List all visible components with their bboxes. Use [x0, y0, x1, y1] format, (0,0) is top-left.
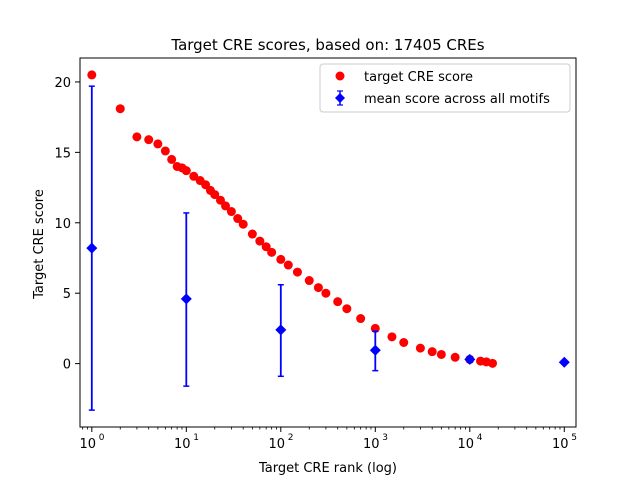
target-cre-score-point — [167, 154, 177, 164]
x-tick-label: 10 — [458, 437, 475, 452]
target-cre-score-point — [450, 352, 460, 362]
y-tick-label: 20 — [54, 76, 71, 91]
target-cre-score-point — [87, 70, 97, 80]
target-cre-score-point — [427, 347, 437, 357]
target-cre-score-point — [321, 288, 331, 298]
target-cre-score-point — [333, 297, 343, 307]
target-cre-score-point — [132, 132, 142, 142]
y-tick-label: 10 — [54, 217, 71, 232]
legend-marker-target-cre-score — [335, 71, 345, 81]
target-cre-score-point — [210, 190, 220, 200]
y-axis-label: Target CRE score — [32, 189, 47, 300]
x-tick-exponent: 0 — [99, 433, 105, 443]
x-tick-exponent: 1 — [193, 433, 199, 443]
target-cre-score-point — [415, 343, 425, 353]
mean-score-point — [464, 353, 476, 365]
target-cre-score-point — [233, 214, 243, 224]
x-tick-label: 10 — [174, 437, 191, 452]
mean-score-point — [558, 356, 570, 368]
x-tick-exponent: 2 — [288, 433, 294, 443]
target-cre-score-point — [276, 254, 286, 264]
x-tick-label: 10 — [363, 437, 380, 452]
target-cre-score-point — [115, 104, 125, 114]
x-tick-label: 10 — [552, 437, 569, 452]
axes-frame — [79, 57, 577, 428]
target-cre-score-point — [313, 283, 323, 293]
target-cre-score-point — [436, 349, 446, 359]
y-tick-label: 0 — [63, 358, 71, 373]
x-tick-exponent: 5 — [571, 433, 577, 443]
chart-title: Target CRE scores, based on: 17405 CREs — [170, 36, 484, 54]
target-cre-score-point — [292, 267, 302, 277]
legend-label-target-cre-score: target CRE score — [364, 70, 473, 85]
target-cre-score-point — [181, 166, 191, 176]
target-cre-score-point — [342, 304, 352, 314]
legend-box — [319, 63, 571, 113]
x-tick-label: 10 — [80, 437, 97, 452]
mean-score-point — [275, 324, 287, 336]
target-cre-score-point — [144, 135, 154, 145]
x-tick-exponent: 4 — [477, 433, 483, 443]
x-axis-label: Target CRE rank (log) — [258, 461, 397, 476]
target-cre-score-point — [488, 358, 498, 368]
target-cre-score-point — [283, 260, 293, 270]
target-cre-score-point — [399, 337, 409, 347]
target-cre-score-point — [267, 247, 277, 257]
target-cre-score-point — [255, 236, 265, 246]
target-cre-score-point — [247, 229, 257, 239]
y-tick-label: 5 — [63, 287, 71, 302]
target-cre-score-point — [261, 242, 271, 252]
target-cre-score-point — [160, 146, 170, 156]
mean-score-point — [369, 344, 381, 356]
target-cre-score-point — [238, 219, 248, 229]
target-cre-score-point — [387, 332, 397, 342]
mean-score-point — [86, 242, 98, 254]
target-cre-score-point — [221, 201, 231, 211]
legend-label-mean-score: mean score across all motifs — [364, 92, 550, 107]
legend: target CRE score mean score across all mo… — [319, 63, 571, 113]
target-cre-score-point — [189, 171, 199, 181]
x-tick-exponent: 3 — [382, 433, 388, 443]
target-cre-score-point — [153, 139, 163, 149]
y-tick-label: 15 — [54, 146, 71, 161]
target-cre-score-point — [304, 276, 314, 286]
target-cre-score-point — [226, 207, 236, 217]
x-tick-label: 10 — [269, 437, 286, 452]
plot-area — [86, 70, 570, 411]
legend-marker-mean-score — [335, 93, 345, 103]
target-cre-score-point — [356, 314, 366, 324]
mean-score-point — [180, 293, 192, 305]
